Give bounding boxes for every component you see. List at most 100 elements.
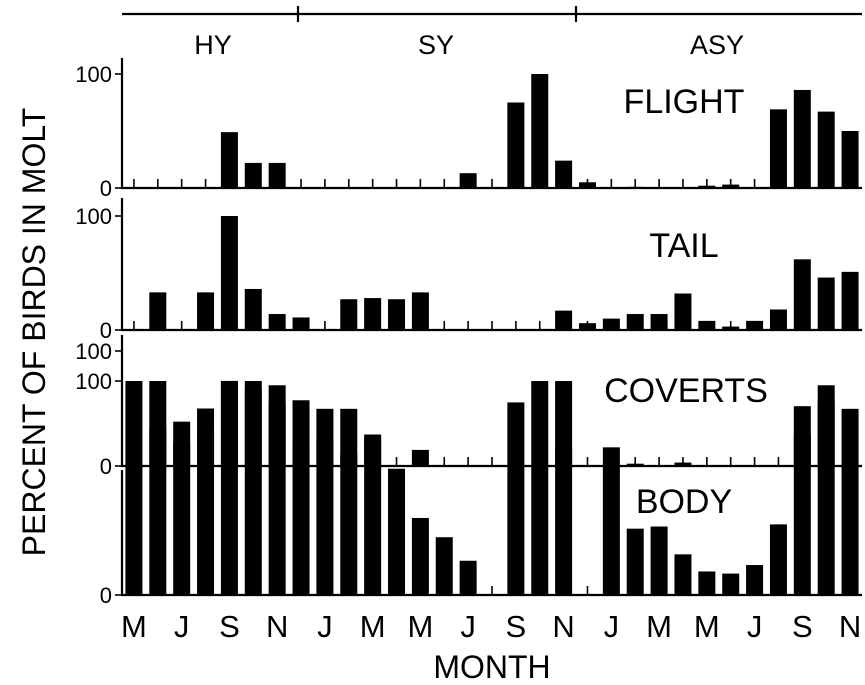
bar-flight-21 xyxy=(626,186,644,188)
bar-tail-5 xyxy=(244,288,262,330)
bar-tail-29 xyxy=(817,277,835,330)
bar-tail-3 xyxy=(197,292,215,330)
bar-tail-22 xyxy=(650,314,668,330)
bar-body-6 xyxy=(268,385,286,595)
y-tick-label: 0 xyxy=(100,583,112,608)
panel-title-body: BODY xyxy=(636,483,732,521)
x-tick-label-14: S xyxy=(792,609,813,644)
age-class-hy: HY xyxy=(194,30,232,60)
bar-body-16 xyxy=(507,402,525,595)
bar-body-3 xyxy=(197,430,215,595)
x-tick-label-8: S xyxy=(506,609,527,644)
bar-tail-24 xyxy=(698,320,716,330)
bar-body-5 xyxy=(244,381,262,595)
bar-tail-1 xyxy=(149,292,167,330)
bar-flight-16 xyxy=(507,102,525,188)
bar-body-27 xyxy=(769,524,787,595)
age-class-sy: SY xyxy=(418,30,454,60)
panel-flight: 0 100 FLIGHT xyxy=(75,58,862,201)
bar-body-0 xyxy=(125,381,143,595)
x-tick-label-3: N xyxy=(266,609,288,644)
bar-tail-4 xyxy=(220,216,238,330)
x-tick-label-5: M xyxy=(360,609,386,644)
bar-tail-18 xyxy=(555,310,573,330)
bar-flight-17 xyxy=(531,74,549,188)
bar-tail-10 xyxy=(364,298,382,330)
bar-coverts-21 xyxy=(626,463,644,466)
bar-body-26 xyxy=(746,565,764,595)
bar-flight-30 xyxy=(841,131,859,188)
bar-tail-28 xyxy=(793,259,811,330)
panel-tail: 0 100 TAIL xyxy=(75,198,862,343)
bar-body-28 xyxy=(793,434,811,595)
y-axis-label: PERCENT OF BIRDS IN MOLT xyxy=(16,108,52,557)
bar-flight-25 xyxy=(722,184,740,188)
bar-body-21 xyxy=(626,528,644,595)
x-tick-label-11: M xyxy=(646,609,672,644)
bar-tail-21 xyxy=(626,314,644,330)
y-tick-label: 100 xyxy=(75,369,112,394)
x-tick-label-1: J xyxy=(174,609,190,644)
bar-body-10 xyxy=(364,434,382,595)
bar-tail-19 xyxy=(578,323,596,330)
panel-coverts: 0 100 COVERTS xyxy=(75,335,862,479)
bar-body-14 xyxy=(459,560,477,595)
x-tick-label-15: N xyxy=(839,609,861,644)
bar-tail-27 xyxy=(769,309,787,330)
bar-body-20 xyxy=(602,447,620,595)
age-class-axis: HY SY ASY xyxy=(122,6,862,60)
bar-body-12 xyxy=(411,517,429,595)
bar-tail-25 xyxy=(722,326,740,330)
panel-body: 0 100 BODY xyxy=(75,369,862,608)
bar-tail-26 xyxy=(746,320,764,330)
x-axis-label: MONTH xyxy=(433,649,550,685)
bar-tail-30 xyxy=(841,271,859,330)
bar-tail-20 xyxy=(602,318,620,330)
x-tick-label-6: M xyxy=(407,609,433,644)
bar-body-1 xyxy=(149,381,167,595)
bar-body-30 xyxy=(841,408,859,595)
panel-title-tail: TAIL xyxy=(649,227,718,265)
bar-body-2 xyxy=(173,421,191,595)
panel-title-flight: FLIGHT xyxy=(624,83,745,121)
x-tick-label-2: S xyxy=(219,609,240,644)
bar-body-25 xyxy=(722,573,740,595)
bar-body-18 xyxy=(555,381,573,595)
bar-flight-29 xyxy=(817,111,835,188)
bar-tail-12 xyxy=(411,292,429,330)
y-tick-label: 0 xyxy=(100,454,112,479)
bar-body-24 xyxy=(698,571,716,595)
bar-flight-4 xyxy=(220,132,238,188)
bar-tail-23 xyxy=(674,293,692,330)
bar-tail-11 xyxy=(388,299,406,330)
x-tick-label-13: J xyxy=(747,609,763,644)
y-tick-label: 100 xyxy=(75,204,112,229)
bar-body-29 xyxy=(817,385,835,595)
bar-body-23 xyxy=(674,554,692,595)
bar-tail-7 xyxy=(292,317,310,330)
bar-body-9 xyxy=(340,408,358,595)
y-tick-label: 100 xyxy=(75,62,112,87)
panel-title-coverts: COVERTS xyxy=(604,372,768,410)
x-tick-label-4: J xyxy=(317,609,333,644)
bar-flight-14 xyxy=(459,173,477,188)
bar-tail-9 xyxy=(340,299,358,330)
bar-flight-24 xyxy=(698,185,716,188)
bar-coverts-23 xyxy=(674,462,692,466)
bar-flight-28 xyxy=(793,89,811,188)
y-tick-label: 0 xyxy=(100,318,112,343)
bar-coverts-12 xyxy=(411,449,429,466)
x-tick-label-7: J xyxy=(460,609,476,644)
bar-body-8 xyxy=(316,408,334,595)
bar-body-4 xyxy=(220,381,238,595)
y-tick-label: 0 xyxy=(100,176,112,201)
bar-flight-18 xyxy=(555,160,573,188)
x-tick-label-9: N xyxy=(552,609,574,644)
bar-body-22 xyxy=(650,526,668,595)
bar-flight-27 xyxy=(769,109,787,188)
age-class-asy: ASY xyxy=(690,30,744,60)
x-tick-label-12: M xyxy=(694,609,720,644)
